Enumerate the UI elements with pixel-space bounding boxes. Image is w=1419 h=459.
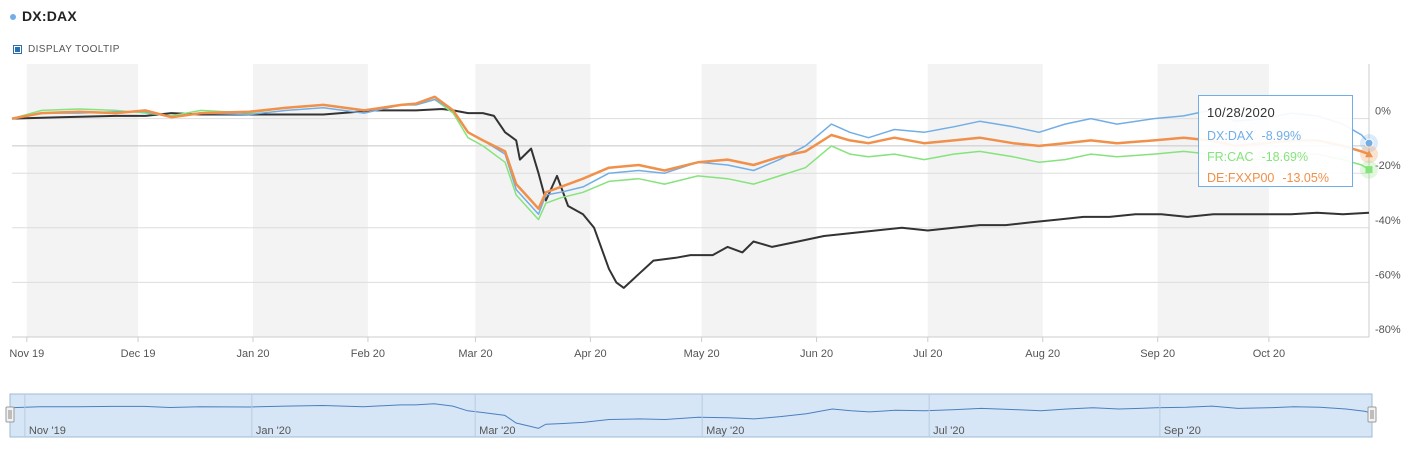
series-line-unlabeled — [11, 108, 1370, 289]
x-tick-label: Aug 20 — [1025, 348, 1060, 360]
tooltip-series-value: -13.05% — [1282, 171, 1329, 185]
navigator-label: May '20 — [706, 425, 744, 437]
tooltip-row: FR:CAC -18.69% — [1207, 147, 1344, 168]
chart-tooltip: 10/28/2020 DX:DAX -8.99% FR:CAC -18.69% DE:F… — [1198, 95, 1353, 187]
x-tick-label: Apr 20 — [574, 348, 606, 360]
tooltip-series-label: DE:FXXP00 — [1207, 171, 1275, 185]
tooltip-series-label: DX:DAX — [1207, 129, 1254, 143]
x-tick-label: May 20 — [684, 348, 720, 360]
x-tick-label: Feb 20 — [351, 348, 385, 360]
tooltip-date: 10/28/2020 — [1207, 105, 1276, 120]
chart-header: DX:DAX — [10, 8, 77, 24]
navigator-label: Jan '20 — [256, 425, 291, 437]
gridlines — [12, 64, 1370, 338]
x-tick-label: Jul 20 — [913, 348, 942, 360]
x-tick-label: Mar 20 — [458, 348, 492, 360]
navigator-label: Mar '20 — [479, 425, 515, 437]
display-tooltip-label: DISPLAY TOOLTIP — [28, 44, 120, 55]
tooltip-series-value: -8.99% — [1261, 129, 1302, 143]
series-line-dx-dax — [11, 98, 1370, 215]
month-band — [26, 64, 139, 337]
x-axis: Nov 19 Dec 19 Jan 20 Feb 20 Mar 20 Apr 20 May … — [9, 337, 1285, 360]
x-tick-label: Oct 20 — [1253, 348, 1285, 360]
y-tick-label: -20% — [1375, 160, 1401, 172]
display-tooltip-checkbox[interactable] — [13, 45, 22, 54]
y-tick-label: 0% — [1375, 106, 1391, 118]
display-tooltip-toggle[interactable]: DISPLAY TOOLTIP — [13, 44, 120, 55]
navigator-series-line — [9, 403, 1373, 429]
y-tick-label: -60% — [1375, 269, 1401, 281]
navigator-right-handle[interactable] — [1367, 406, 1377, 423]
tooltip-series-label: FR:CAC — [1207, 150, 1254, 164]
navigator-label: Nov '19 — [29, 425, 66, 437]
navigator-label: Jul '20 — [933, 425, 964, 437]
navigator[interactable]: Nov '19 Jan '20 Mar '20 May '20 Jul '20 Sep '… — [5, 393, 1377, 438]
cac-end-marker — [1365, 166, 1373, 174]
month-band — [927, 64, 1043, 337]
y-axis: 0% -20% -40% -60% -80% — [1375, 106, 1401, 336]
x-tick-label: Jun 20 — [800, 348, 833, 360]
y-tick-label: -40% — [1375, 215, 1401, 227]
dax-end-marker — [1364, 138, 1374, 148]
x-tick-label: Dec 19 — [121, 348, 156, 360]
tooltip-row: DX:DAX -8.99% — [1207, 126, 1344, 147]
navigator-label: Sep '20 — [1164, 425, 1201, 437]
month-band — [701, 64, 817, 337]
month-bands — [26, 64, 1269, 337]
series-line-de-fxxp00 — [11, 95, 1370, 210]
tooltip-row: DE:FXXP00 -13.05% — [1207, 168, 1344, 189]
navigator-left-handle[interactable] — [5, 406, 15, 423]
symbol-title: DX:DAX — [22, 8, 77, 24]
month-band — [475, 64, 591, 337]
series-lines — [11, 95, 1370, 289]
series-color-dot — [10, 13, 16, 20]
x-tick-label: Nov 19 — [9, 348, 44, 360]
y-tick-label: -80% — [1375, 324, 1401, 336]
x-tick-label: Jan 20 — [236, 348, 269, 360]
x-tick-label: Sep 20 — [1140, 348, 1175, 360]
tooltip-rows: DX:DAX -8.99% FR:CAC -18.69% DE:FXXP00 -13.05… — [1207, 126, 1344, 189]
tooltip-series-value: -18.69% — [1261, 150, 1309, 164]
series-end-markers — [1360, 134, 1378, 179]
fxxp00-end-marker — [1365, 150, 1373, 158]
